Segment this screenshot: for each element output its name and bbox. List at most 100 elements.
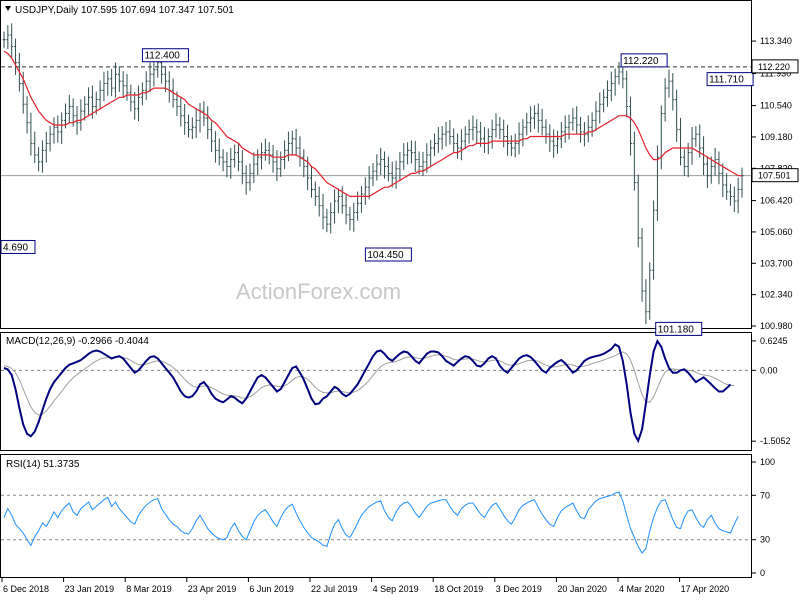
x-tick-label: 23 Apr 2019 xyxy=(188,584,237,594)
x-tick-label: 20 Jan 2020 xyxy=(557,584,607,594)
x-tick-label: 17 Apr 2020 xyxy=(681,584,730,594)
symbol-header: USDJPY,Daily 107.595 107.694 107.347 107… xyxy=(15,5,234,16)
price-bar xyxy=(148,62,152,93)
price-bar xyxy=(56,115,60,143)
price-bar xyxy=(336,188,340,214)
price-bar xyxy=(602,89,606,113)
price-bar xyxy=(64,103,67,129)
price-bar xyxy=(121,71,125,98)
price-bar xyxy=(40,140,44,173)
price-bar xyxy=(383,151,387,179)
price-bar xyxy=(655,145,659,222)
price-bar xyxy=(206,106,210,140)
rsi-line xyxy=(3,491,739,554)
price-bar xyxy=(486,128,490,155)
price-bar xyxy=(705,156,709,188)
price-bar xyxy=(463,126,467,150)
x-tick-label: 3 Dec 2019 xyxy=(496,584,542,594)
price-bar xyxy=(421,151,425,176)
price-bar xyxy=(613,68,617,96)
price-bar xyxy=(344,193,348,225)
price-bar xyxy=(567,114,571,140)
price-annotation-label: 111.710 xyxy=(709,75,744,86)
price-bar xyxy=(640,228,644,302)
price-bar xyxy=(144,71,148,100)
price-annotation: 101.180 xyxy=(655,321,703,336)
price-bar xyxy=(298,136,302,167)
rsi-y-tick-label: 100 xyxy=(760,457,775,467)
price-bar xyxy=(598,92,602,124)
price-bar xyxy=(671,73,675,111)
price-bar xyxy=(167,71,171,103)
price-bar xyxy=(2,31,6,48)
macd-title: MACD(12,26,9) -0.2966 -0.4044 xyxy=(6,336,149,347)
price-bar xyxy=(375,154,379,181)
price-bar xyxy=(659,105,663,170)
price-bar xyxy=(329,202,333,234)
price-bar xyxy=(471,115,475,141)
price-bar xyxy=(509,135,513,157)
price-grid xyxy=(1,66,751,177)
price-bar xyxy=(436,127,440,153)
price-bar xyxy=(125,74,129,101)
price-bar xyxy=(506,124,510,156)
price-bar xyxy=(632,131,636,191)
price-bar xyxy=(456,133,460,159)
price-bar xyxy=(390,161,394,188)
price-y-tick-label: 113.340 xyxy=(760,36,792,46)
price-bar xyxy=(517,122,521,155)
price-annotation: 111.710 xyxy=(706,72,754,87)
price-bar xyxy=(498,116,502,140)
price-annotation-label: 104.450 xyxy=(367,250,404,261)
price-bar xyxy=(198,103,202,133)
current-price-tag-box xyxy=(751,168,799,183)
price-bar xyxy=(482,127,486,153)
price-bar xyxy=(260,142,264,170)
price-bar xyxy=(413,140,417,172)
price-annotations: 4.690 112.400 104.450 112.220 111.710 101.180 xyxy=(0,48,754,336)
current-price-tag: 107.501 xyxy=(751,168,799,183)
price-bar xyxy=(44,131,48,163)
price-bar xyxy=(490,119,494,149)
price-bar xyxy=(721,163,725,198)
current-price-tag-label: 107.501 xyxy=(758,171,791,181)
price-bar xyxy=(636,174,640,248)
price-bar xyxy=(98,80,102,110)
price-bar xyxy=(129,84,133,112)
rsi-y-axis: 100 70 30 0 xyxy=(752,457,775,578)
price-bar xyxy=(33,131,37,164)
price-bar xyxy=(556,130,559,154)
price-bar xyxy=(37,146,41,172)
price-bar xyxy=(359,186,363,213)
price-bar xyxy=(263,138,267,161)
price-bar xyxy=(302,149,306,178)
price-bar xyxy=(702,136,706,175)
price-bar xyxy=(321,193,325,230)
price-bar xyxy=(609,71,613,102)
price-bar xyxy=(386,156,390,182)
price-y-tick-label: 100.980 xyxy=(760,321,793,331)
price-bar xyxy=(363,177,367,205)
rsi-y-tick-label: 70 xyxy=(760,490,770,500)
price-bar xyxy=(540,108,544,136)
price-bar xyxy=(71,98,75,127)
price-bar xyxy=(532,105,536,129)
price-bar xyxy=(563,115,567,143)
x-tick-label: 6 Dec 2018 xyxy=(3,584,49,594)
price-panel-frame xyxy=(0,0,752,329)
price-bar xyxy=(367,166,371,200)
watermark: ActionForex.com xyxy=(236,279,401,304)
triangle-down-icon[interactable] xyxy=(5,6,11,11)
price-bar xyxy=(340,186,344,214)
price-bar xyxy=(402,143,406,170)
x-tick-label: 8 Mar 2019 xyxy=(126,584,172,594)
price-bar xyxy=(325,209,329,233)
price-bar xyxy=(552,129,556,158)
x-tick-label: 18 Oct 2019 xyxy=(434,584,483,594)
price-bar xyxy=(717,151,721,185)
price-bar xyxy=(10,23,14,58)
price-y-axis: 113.340111.930110.540109.180107.820106.4… xyxy=(751,36,799,331)
price-bar xyxy=(379,147,383,175)
